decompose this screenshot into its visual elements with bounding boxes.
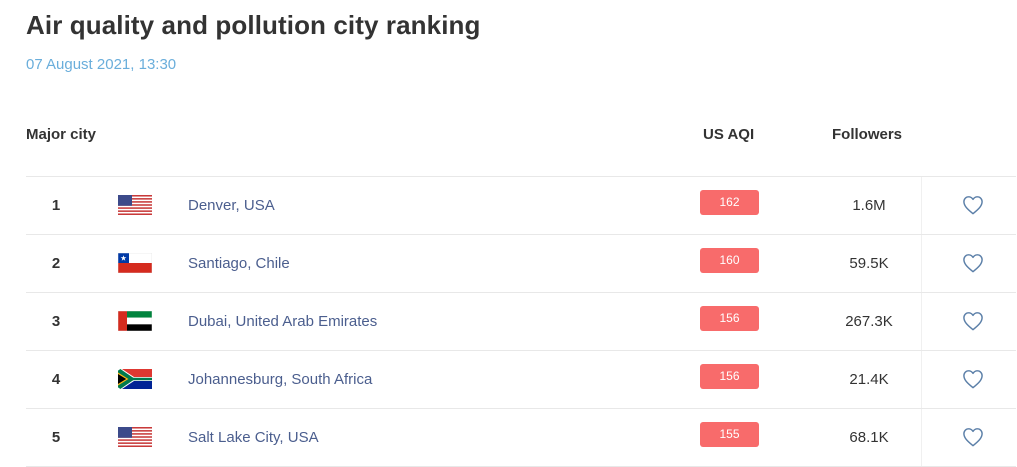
favorite-button[interactable] [921,235,1017,292]
column-header-major-city: Major city [26,126,97,143]
rank-number: 3 [51,313,61,330]
followers-count: 68.1K [849,429,889,446]
city-link[interactable]: Dubai, United Arab Emirates [188,313,378,330]
rank-number: 1 [51,197,61,214]
ranking-timestamp: 07 August 2021, 13:30 [26,56,177,73]
column-header-followers: Followers [832,126,903,143]
favorite-button[interactable] [921,293,1017,350]
heart-outline-icon [963,428,983,447]
uae-flag-icon [118,311,152,331]
followers-count: 267.3K [845,313,893,330]
aqi-badge: 156 [700,364,759,389]
favorite-button[interactable] [921,409,1017,466]
south-africa-flag-icon [118,369,152,389]
heart-outline-icon [963,370,983,389]
heart-outline-icon [963,254,983,273]
table-row: 5 Salt Lake City, USA 155 68.1K [26,408,1016,467]
column-header-us-aqi: US AQI [703,126,755,143]
table-row: 3 Dubai, United Arab Emirates 156 267.3K [26,292,1016,350]
usa-flag-icon [118,195,152,215]
followers-count: 21.4K [849,371,889,388]
city-link[interactable]: Salt Lake City, USA [188,429,319,446]
aqi-badge: 160 [700,248,759,273]
city-link[interactable]: Denver, USA [188,197,275,214]
table-header: Major city US AQI Followers [26,126,1016,146]
aqi-badge: 162 [700,190,759,215]
chile-flag-icon [118,253,152,273]
city-ranking-table: 1 Denver, USA 162 1.6M 2 [26,176,1016,467]
heart-outline-icon [963,196,983,215]
city-link[interactable]: Santiago, Chile [188,255,290,272]
usa-flag-icon [118,427,152,447]
favorite-button[interactable] [921,177,1017,234]
aqi-badge: 155 [700,422,759,447]
table-row: 2 Santiago, Chile 160 59.5K [26,234,1016,292]
rank-number: 4 [51,371,61,388]
favorite-button[interactable] [921,351,1017,408]
followers-count: 59.5K [849,255,889,272]
followers-count: 1.6M [852,197,886,214]
table-row: 1 Denver, USA 162 1.6M [26,176,1016,234]
page-title: Air quality and pollution city ranking [26,10,481,40]
rank-number: 2 [51,255,61,272]
aqi-badge: 156 [700,306,759,331]
rank-number: 5 [51,429,61,446]
city-link[interactable]: Johannesburg, South Africa [188,371,373,388]
table-row: 4 Johannesburg, South Africa 156 21.4K [26,350,1016,408]
heart-outline-icon [963,312,983,331]
